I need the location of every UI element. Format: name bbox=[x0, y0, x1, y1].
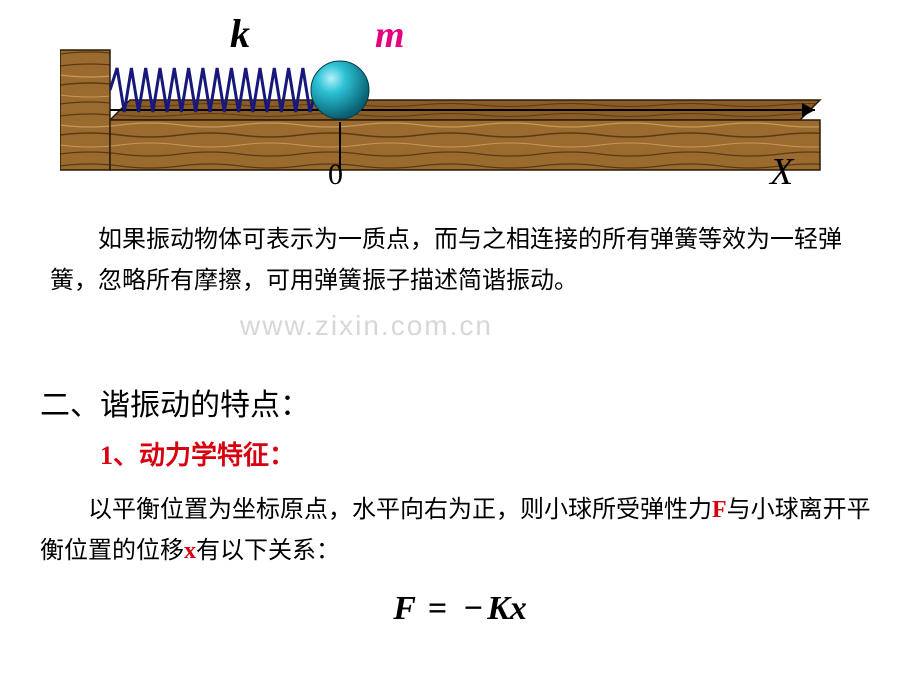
label-origin-zero: 0 bbox=[328, 158, 343, 192]
ball bbox=[310, 60, 370, 120]
paragraph-description: 如果振动物体可表示为一质点，而与之相连接的所有弹簧等效为一轻弹簧，忽略所有摩擦，… bbox=[50, 220, 870, 302]
p2-post: 有以下关系： bbox=[196, 538, 340, 564]
wall bbox=[60, 50, 110, 170]
spring-mass-diagram: k m bbox=[60, 10, 860, 200]
label-x-axis: X bbox=[770, 150, 793, 194]
sub1-label: 动力学特征： bbox=[139, 441, 295, 470]
symbol-F-inline: F bbox=[712, 497, 727, 523]
watermark: www.zixin.com.cn bbox=[240, 310, 493, 342]
eq-equals: = bbox=[424, 590, 451, 627]
spring bbox=[110, 65, 320, 120]
subsection-1: 1、动力学特征： bbox=[100, 435, 295, 472]
equation-hookes-law: F = −Kx bbox=[0, 590, 920, 628]
eq-F: F bbox=[393, 590, 415, 627]
eq-x: x bbox=[510, 590, 527, 627]
p2-pre: 以平衡位置为坐标原点，水平向右为正，则小球所受弹性力 bbox=[88, 497, 712, 523]
beam bbox=[110, 120, 820, 170]
symbol-x-inline: x bbox=[184, 538, 196, 564]
section-heading: 二、谐振动的特点： bbox=[40, 380, 310, 424]
paragraph-dynamics: 以平衡位置为坐标原点，水平向右为正，则小球所受弹性力F与小球离开平衡位置的位移x… bbox=[40, 490, 880, 572]
eq-K: K bbox=[487, 590, 510, 627]
eq-minus: − bbox=[460, 590, 487, 627]
sub1-number: 1、 bbox=[100, 441, 139, 470]
